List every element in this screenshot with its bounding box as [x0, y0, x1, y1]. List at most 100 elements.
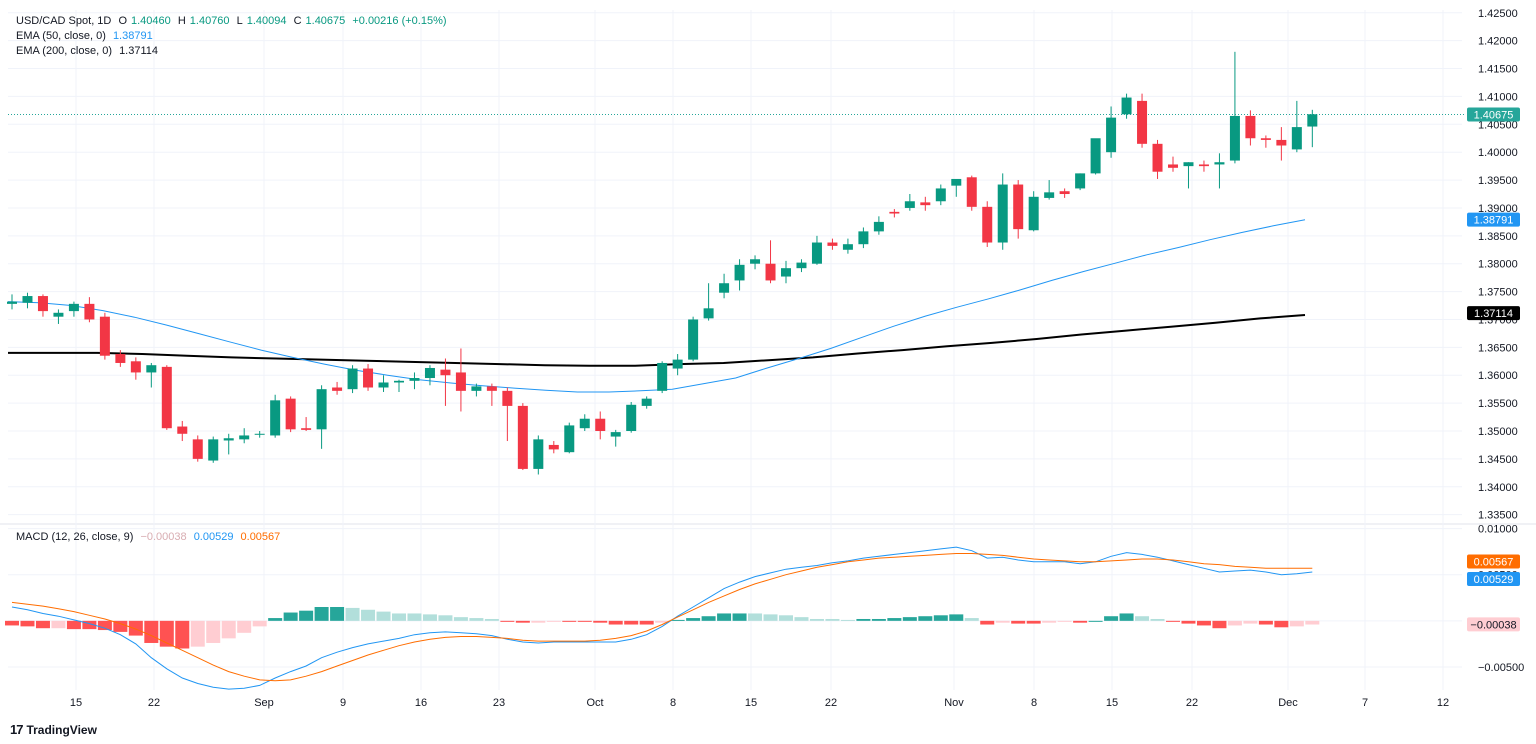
- tradingview-logo[interactable]: 17 TradingView: [10, 722, 97, 737]
- candle-up: [997, 184, 1008, 243]
- candle-up: [223, 438, 234, 441]
- candle-down: [502, 390, 513, 406]
- macd-hist-bar: [840, 619, 855, 621]
- candle-up: [1214, 162, 1225, 165]
- candle-up: [796, 262, 807, 269]
- time-tick-label: 8: [1031, 697, 1037, 709]
- macd-hist-bar: [1212, 620, 1227, 629]
- candle-down: [765, 263, 776, 281]
- macd-hist-bar: [1073, 620, 1088, 623]
- macd-hist-bar: [484, 618, 499, 621]
- candle-up: [347, 368, 358, 390]
- price-tick-label: 1.40500: [1478, 119, 1518, 131]
- candle-up: [672, 359, 683, 369]
- macd-hist-bar: [964, 618, 979, 621]
- ema200-label: EMA (200, close, 0): [16, 45, 112, 57]
- macd-hist-bar: [856, 618, 871, 621]
- macd-hist-bar: [624, 620, 639, 625]
- candle-up: [1183, 162, 1194, 167]
- macd-hist-bar: [1243, 620, 1258, 624]
- candle-down: [1013, 184, 1024, 230]
- candle-up: [7, 301, 17, 304]
- macd-hist-bar: [515, 620, 530, 623]
- macd-hist-bar: [949, 614, 964, 621]
- candle-up: [1075, 173, 1086, 189]
- candle-up: [409, 378, 420, 381]
- macd-hist-bar: [655, 620, 670, 623]
- macd-tick-label: −0.00500: [1478, 662, 1524, 674]
- candle-up: [68, 303, 79, 312]
- time-tick-label: 8: [670, 697, 676, 709]
- candle-down: [827, 242, 838, 246]
- macd-hist-bar: [221, 620, 236, 639]
- macd-hist-bar: [531, 620, 546, 623]
- macd-hist-bar: [51, 620, 66, 629]
- macd-hist-bar: [995, 620, 1010, 623]
- ohlc-open-value: 1.40460: [131, 15, 171, 27]
- price-tick-label: 1.36500: [1478, 342, 1518, 354]
- candle-up: [873, 221, 884, 232]
- last-price-badge: 1.40675: [1474, 110, 1514, 122]
- candle-up: [904, 201, 915, 208]
- candle-down: [1276, 139, 1287, 146]
- macd-hist-bar: [1305, 620, 1320, 625]
- time-tick-label: 15: [70, 697, 82, 709]
- candle-up: [703, 308, 714, 319]
- macd-signal-badge: 0.00567: [1474, 557, 1514, 569]
- ohlc-close: C 1.40675: [294, 15, 346, 27]
- price-tick-label: 1.41000: [1478, 91, 1518, 103]
- candle-up: [688, 319, 699, 360]
- candle-down: [1168, 164, 1178, 168]
- macd-hist-bar: [1135, 616, 1150, 621]
- candle-up: [1106, 117, 1117, 153]
- candle-down: [161, 366, 172, 429]
- macd-hist-bar: [330, 607, 345, 621]
- candle-down: [363, 368, 374, 388]
- time-tick-label: Oct: [586, 697, 603, 709]
- macd-hist-bar: [392, 613, 406, 621]
- time-tick-label: Sep: [254, 697, 274, 709]
- macd-hist-bar: [1289, 620, 1304, 627]
- ohlc-open: O 1.40460: [118, 15, 170, 27]
- ema50-label: EMA (50, close, 0): [16, 30, 106, 42]
- candle-down: [115, 354, 126, 363]
- price-tick-label: 1.42500: [1478, 8, 1518, 20]
- macd-hist-bar: [144, 620, 159, 643]
- candle-up: [641, 398, 652, 406]
- ohlc-close-value: 1.40675: [305, 15, 346, 27]
- candle-down: [486, 386, 497, 391]
- candle-down: [1059, 191, 1070, 195]
- candle-up: [208, 439, 219, 461]
- tradingview-brand-name: TradingView: [26, 722, 97, 737]
- price-tick-label: 1.36000: [1478, 370, 1518, 382]
- macd-hist-bar: [1119, 613, 1134, 621]
- macd-hist-bar: [608, 620, 623, 625]
- macd-hist-bar: [206, 620, 221, 643]
- macd-signal-value: 0.00567: [240, 531, 281, 543]
- macd-hist-bar: [1258, 620, 1273, 625]
- candle-up: [858, 231, 869, 245]
- candle-up: [951, 178, 962, 186]
- macd-hist-bar: [268, 618, 283, 621]
- macd-hist-bar: [283, 612, 298, 621]
- macd-hist-bar: [1181, 620, 1196, 624]
- macd-signal-badge-bg: [1467, 554, 1520, 569]
- candle-down: [1137, 100, 1148, 144]
- macd-hist-bar: [159, 620, 174, 647]
- time-tick-label: 22: [148, 697, 160, 709]
- macd-hist-bar: [1227, 620, 1242, 626]
- price-tick-label: 1.34500: [1478, 454, 1518, 466]
- macd-hist-bar: [20, 620, 35, 627]
- ema50-value: 1.38791: [112, 30, 153, 42]
- candle-up: [254, 433, 265, 435]
- macd-signal-line: [11, 553, 1313, 682]
- macd-hist-bar: [871, 618, 886, 621]
- price-tick-label: 1.38000: [1478, 259, 1518, 271]
- ema200-line: [8, 314, 1306, 367]
- candle-up: [610, 432, 621, 437]
- candle-down: [99, 316, 110, 356]
- candle-down: [285, 398, 296, 430]
- change-value: +0.00216 (+0.15%): [352, 15, 447, 27]
- candle-up: [1044, 192, 1055, 198]
